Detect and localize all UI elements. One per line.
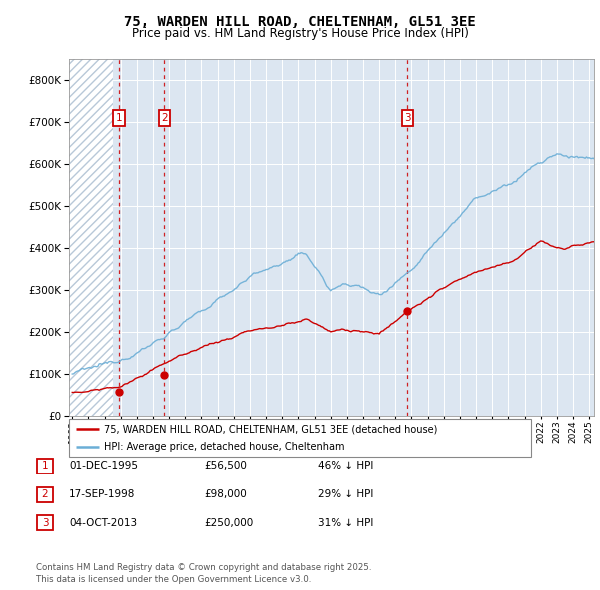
Text: Contains HM Land Registry data © Crown copyright and database right 2025.
This d: Contains HM Land Registry data © Crown c… [36, 563, 371, 584]
Text: 46% ↓ HPI: 46% ↓ HPI [318, 461, 373, 471]
Text: 04-OCT-2013: 04-OCT-2013 [69, 518, 137, 527]
Text: 1: 1 [41, 461, 49, 471]
Text: £250,000: £250,000 [204, 518, 253, 527]
Text: 01-DEC-1995: 01-DEC-1995 [69, 461, 138, 471]
Text: HPI: Average price, detached house, Cheltenham: HPI: Average price, detached house, Chel… [104, 442, 344, 452]
Text: 75, WARDEN HILL ROAD, CHELTENHAM, GL51 3EE: 75, WARDEN HILL ROAD, CHELTENHAM, GL51 3… [124, 15, 476, 29]
Text: £98,000: £98,000 [204, 490, 247, 499]
Text: 3: 3 [404, 113, 411, 123]
Text: 1: 1 [116, 113, 123, 123]
Text: 75, WARDEN HILL ROAD, CHELTENHAM, GL51 3EE (detached house): 75, WARDEN HILL ROAD, CHELTENHAM, GL51 3… [104, 424, 437, 434]
Text: 3: 3 [41, 518, 49, 527]
Text: 2: 2 [41, 490, 49, 499]
Text: 2: 2 [161, 113, 168, 123]
Text: £56,500: £56,500 [204, 461, 247, 471]
Text: 31% ↓ HPI: 31% ↓ HPI [318, 518, 373, 527]
Text: 17-SEP-1998: 17-SEP-1998 [69, 490, 136, 499]
Bar [69, 59, 113, 416]
Text: Price paid vs. HM Land Registry's House Price Index (HPI): Price paid vs. HM Land Registry's House … [131, 27, 469, 40]
Text: 29% ↓ HPI: 29% ↓ HPI [318, 490, 373, 499]
